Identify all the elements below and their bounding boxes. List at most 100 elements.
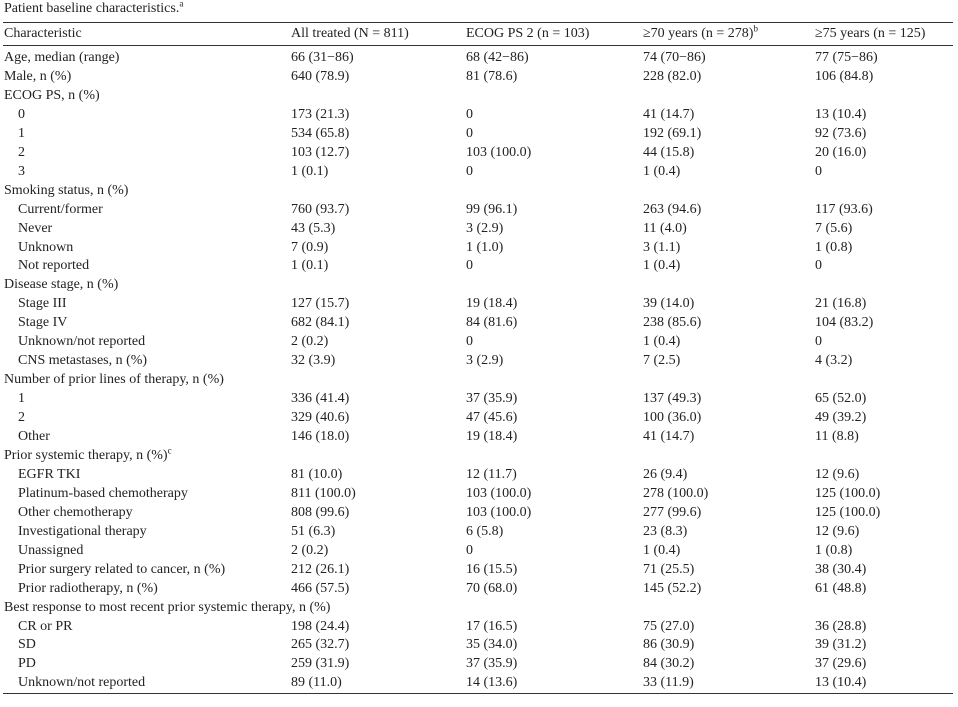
value-cell: 84 (81.6): [466, 313, 517, 332]
header-cell-text: ECOG PS 2 (n = 103): [466, 26, 590, 41]
value-cell-text: 33 (11.9): [643, 675, 694, 691]
value-cell: 89 (11.0): [291, 673, 342, 692]
value-cell: 35 (34.0): [466, 635, 517, 654]
value-cell-text: 19 (18.4): [466, 429, 518, 444]
value-cell-text: 99 (96.1): [466, 201, 518, 217]
value-cell-text: 466 (57.5): [291, 580, 350, 596]
value-cell: 145 (52.2): [643, 579, 701, 598]
value-cell: 808 (99.6): [291, 503, 349, 522]
value-cell-text: 117 (93.6): [815, 201, 873, 217]
value-cell-text: 12 (9.6): [815, 466, 860, 482]
value-cell: 71 (25.5): [643, 560, 694, 579]
value-cell-text: 75 (27.0): [643, 618, 695, 634]
value-cell: 81 (78.6): [466, 67, 517, 86]
value-cell-text: 1 (1.0): [466, 239, 504, 255]
value-cell-text: 760 (93.7): [291, 201, 350, 217]
value-cell-text: 1 (0.1): [291, 163, 329, 179]
value-cell: 49 (39.2): [815, 408, 866, 427]
value-cell-text: 1 (0.4): [643, 258, 681, 274]
value-cell: 51 (6.3): [291, 522, 335, 541]
value-cell-text: 1 (0.8): [815, 542, 853, 558]
value-cell-text: 137 (49.3): [643, 391, 702, 407]
value-cell-text: 44 (15.8): [643, 144, 695, 160]
value-cell: 37 (35.9): [466, 389, 517, 408]
value-cell-text: 17 (16.5): [466, 618, 518, 634]
value-cell-text: 1 (0.4): [643, 163, 681, 179]
value-cell: 13 (10.4): [815, 673, 866, 692]
row-label: Current/former: [18, 200, 103, 219]
value-cell: 228 (82.0): [643, 67, 701, 86]
value-cell: 1 (0.8): [815, 541, 852, 560]
value-cell: 117 (93.6): [815, 200, 873, 219]
section-heading: Smoking status, n (%): [4, 181, 128, 200]
row-label: Stage IV: [18, 313, 67, 332]
row-label: Unknown/not reported: [18, 332, 145, 351]
row-label-text: Stage IV: [18, 315, 68, 331]
value-cell-text: 84 (30.2): [643, 656, 695, 672]
value-cell: 146 (18.0): [291, 427, 349, 446]
value-cell-text: 12 (9.6): [815, 523, 860, 539]
row-label-text: SD: [18, 637, 36, 653]
value-cell: 75 (27.0): [643, 617, 694, 636]
value-cell-text: 51 (6.3): [291, 523, 336, 539]
value-cell-text: 1 (0.8): [815, 239, 853, 255]
value-cell: 70 (68.0): [466, 579, 517, 598]
value-cell-text: 259 (31.9): [291, 656, 350, 672]
value-cell-text: 0: [466, 125, 473, 141]
row-label: CNS metastases, n (%): [18, 351, 147, 370]
value-cell: 1 (1.0): [466, 238, 503, 257]
row-label-text: 2: [18, 410, 25, 426]
value-cell: 106 (84.8): [815, 67, 873, 86]
value-cell: 2 (0.2): [291, 332, 328, 351]
value-cell-text: 3 (1.1): [643, 239, 681, 255]
value-cell-text: 71 (25.5): [643, 561, 695, 577]
row-label-text: Unknown/not reported: [18, 334, 146, 350]
value-cell-text: 263 (94.6): [643, 201, 702, 217]
value-cell: 33 (11.9): [643, 673, 694, 692]
value-cell: 103 (100.0): [466, 484, 531, 503]
value-cell: 17 (16.5): [466, 617, 517, 636]
value-cell: 278 (100.0): [643, 484, 708, 503]
value-cell: 103 (100.0): [466, 143, 531, 162]
value-cell-text: 104 (83.2): [815, 315, 874, 331]
value-cell: 7 (0.9): [291, 238, 328, 257]
value-cell: 21 (16.8): [815, 294, 866, 313]
value-cell-text: 3 (2.9): [466, 353, 504, 369]
value-cell-text: 7 (2.5): [643, 353, 681, 369]
value-cell-text: 68 (42−86): [466, 50, 529, 65]
value-cell: 12 (9.6): [815, 522, 859, 541]
value-cell-text: 3 (2.9): [466, 220, 504, 236]
value-cell-text: 41 (14.7): [643, 106, 695, 122]
row-label-text: Prior surgery related to cancer, n (%): [18, 561, 226, 577]
value-cell: 265 (32.7): [291, 635, 349, 654]
row-label-text: Investigational therapy: [18, 523, 147, 539]
value-cell-text: 7 (5.6): [815, 220, 853, 236]
value-cell: 0: [466, 124, 473, 143]
value-cell-text: 7 (0.9): [291, 239, 329, 255]
rule: [3, 22, 953, 23]
value-cell: 3 (2.9): [466, 351, 503, 370]
value-cell-text: 103 (100.0): [466, 144, 532, 160]
footnote-mark: b: [753, 23, 758, 34]
value-cell-text: 47 (45.6): [466, 410, 518, 426]
row-label: Other chemotherapy: [18, 503, 133, 522]
value-cell-text: 35 (34.0): [466, 637, 518, 653]
value-cell: 1 (0.4): [643, 256, 680, 275]
value-cell: 81 (10.0): [291, 465, 342, 484]
value-cell-text: 265 (32.7): [291, 637, 350, 653]
value-cell: 1 (0.1): [291, 162, 328, 181]
value-cell: 41 (14.7): [643, 105, 694, 124]
header-cell-text: ≥70 years (n = 278): [643, 26, 754, 41]
value-cell-text: 84 (81.6): [466, 315, 518, 331]
row-label: 1: [18, 389, 25, 408]
value-cell: 16 (15.5): [466, 560, 517, 579]
row-label: Stage III: [18, 294, 67, 313]
value-cell: 38 (30.4): [815, 560, 866, 579]
value-cell: 37 (35.9): [466, 654, 517, 673]
value-cell-text: 38 (30.4): [815, 561, 867, 577]
row-label: Other: [18, 427, 50, 446]
value-cell: 125 (100.0): [815, 484, 880, 503]
value-cell-text: 103 (100.0): [466, 504, 532, 520]
value-cell-text: 640 (78.9): [291, 68, 350, 84]
row-label-text: 3: [18, 163, 25, 179]
